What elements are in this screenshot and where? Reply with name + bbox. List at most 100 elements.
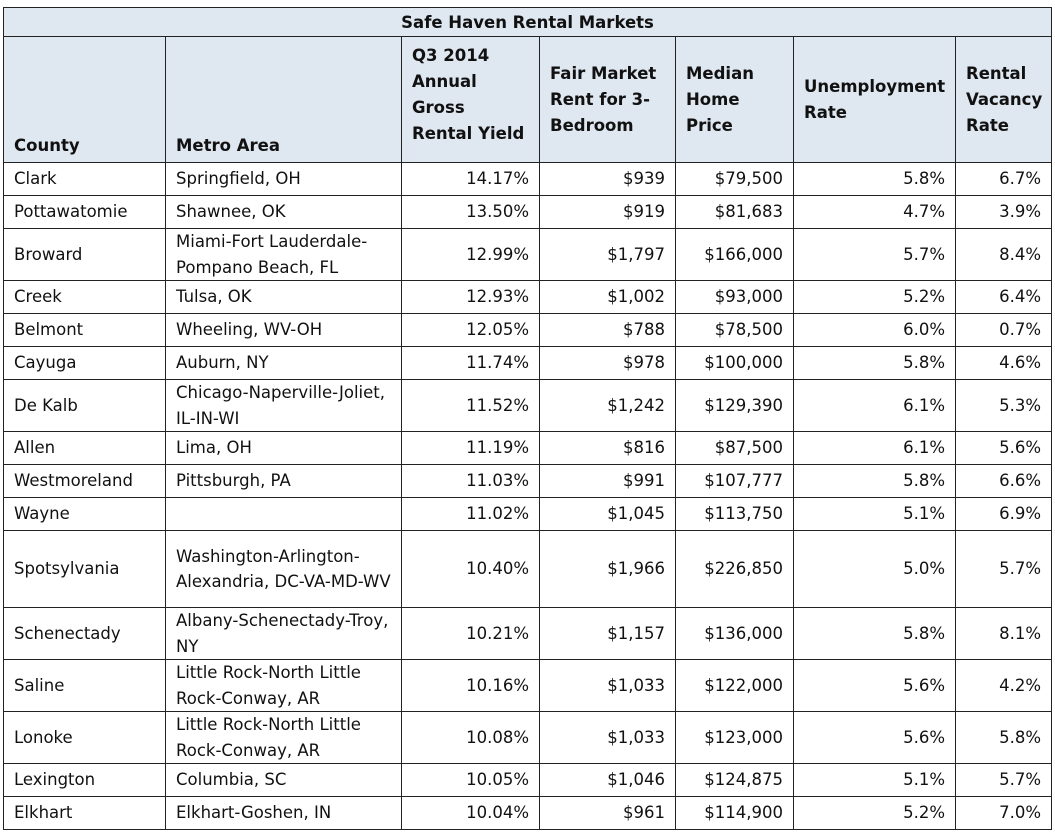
header-rental-yield: Q3 2014 Annual Gross Rental Yield (401, 36, 540, 163)
cell-county: Saline (3, 659, 166, 712)
cell-fair-market-rent: $991 (539, 464, 676, 498)
cell-county: Creek (3, 280, 166, 314)
cell-metro-area: Albany-Schenectady-Troy, NY (165, 607, 402, 660)
table-row: Spotsylvania Washington-Arlington-Alexand… (3, 530, 1053, 608)
table-row: Belmont Wheeling, WV-OH 12.05% $788 $78,500 6… (3, 313, 1053, 347)
cell-unemployment-rate: 5.6% (793, 711, 956, 764)
cell-rental-yield: 10.40% (401, 530, 540, 608)
cell-county: Westmoreland (3, 464, 166, 498)
table-row: Wayne 11.02% $1,045 $113,750 5.1% 6.9% (3, 497, 1053, 531)
cell-rental-vacancy-rate: 6.9% (954, 497, 1053, 531)
cell-unemployment-rate: 5.8% (793, 607, 956, 660)
cell-unemployment-rate: 6.1% (793, 379, 956, 432)
cell-fair-market-rent: $919 (539, 195, 676, 229)
header-row: County Metro Area Q3 2014 Annual Gross R… (3, 36, 1053, 163)
table-body: Clark Springfield, OH 14.17% $939 $79,500 5.8… (3, 162, 1053, 830)
cell-county: Pottawatomie (3, 195, 166, 229)
cell-fair-market-rent: $1,966 (539, 530, 676, 608)
cell-rental-vacancy-rate: 5.7% (954, 530, 1053, 608)
table-title: Safe Haven Rental Markets (2, 7, 1053, 37)
cell-county: Belmont (3, 313, 166, 347)
cell-fair-market-rent: $1,157 (539, 607, 676, 660)
cell-rental-vacancy-rate: 5.7% (954, 763, 1053, 797)
table-container: Safe Haven Rental Markets County Metro A… (2, 7, 1053, 830)
cell-fair-market-rent: $1,033 (539, 711, 676, 764)
cell-metro-area: Elkhart-Goshen, IN (165, 796, 402, 830)
cell-rental-vacancy-rate: 8.4% (954, 228, 1053, 281)
table-row: Saline Little Rock-North Little Rock-Conw… (3, 659, 1053, 712)
cell-rental-vacancy-rate: 6.4% (954, 280, 1053, 314)
cell-rental-yield: 10.16% (401, 659, 540, 712)
cell-unemployment-rate: 5.8% (793, 162, 956, 196)
cell-rental-vacancy-rate: 6.6% (954, 464, 1053, 498)
cell-unemployment-rate: 6.1% (793, 431, 956, 465)
cell-median-home-price: $87,500 (675, 431, 794, 465)
cell-rental-vacancy-rate: 5.8% (954, 711, 1053, 764)
cell-fair-market-rent: $788 (539, 313, 676, 347)
cell-metro-area: Little Rock-North Little Rock-Conway, AR (165, 711, 402, 764)
cell-county: Allen (3, 431, 166, 465)
cell-unemployment-rate: 5.1% (793, 763, 956, 797)
cell-metro-area: Miami-Fort Lauderdale-Pompano Beach, FL (165, 228, 402, 281)
cell-median-home-price: $123,000 (675, 711, 794, 764)
cell-rental-vacancy-rate: 3.9% (954, 195, 1053, 229)
table-row: Clark Springfield, OH 14.17% $939 $79,500 5.8… (3, 162, 1053, 196)
table-row: Westmoreland Pittsburgh, PA 11.03% $991 $107… (3, 464, 1053, 498)
cell-fair-market-rent: $1,002 (539, 280, 676, 314)
cell-median-home-price: $136,000 (675, 607, 794, 660)
cell-median-home-price: $79,500 (675, 162, 794, 196)
cell-median-home-price: $78,500 (675, 313, 794, 347)
cell-county: Lexington (3, 763, 166, 797)
cell-rental-vacancy-rate: 6.7% (954, 162, 1053, 196)
table-row: Pottawatomie Shawnee, OK 13.50% $919 $81,683… (3, 195, 1053, 229)
header-median-home-price: Median Home Price (675, 36, 794, 163)
cell-rental-yield: 13.50% (401, 195, 540, 229)
cell-fair-market-rent: $1,033 (539, 659, 676, 712)
cell-median-home-price: $107,777 (675, 464, 794, 498)
cell-median-home-price: $124,875 (675, 763, 794, 797)
cell-metro-area (165, 497, 402, 531)
cell-unemployment-rate: 5.8% (793, 464, 956, 498)
cell-rental-vacancy-rate: 5.6% (954, 431, 1053, 465)
cell-unemployment-rate: 5.2% (793, 280, 956, 314)
table-row: Broward Miami-Fort Lauderdale-Pompano Bea… (3, 228, 1053, 281)
header-county: County (3, 36, 166, 163)
cell-unemployment-rate: 5.8% (793, 346, 956, 380)
cell-unemployment-rate: 5.6% (793, 659, 956, 712)
cell-unemployment-rate: 4.7% (793, 195, 956, 229)
cell-metro-area: Chicago-Naperville-Joliet, IL-IN-WI (165, 379, 402, 432)
safe-haven-table: Safe Haven Rental Markets County Metro A… (2, 7, 1053, 830)
header-fair-market-rent: Fair Market Rent for 3-Bedroom (539, 36, 676, 163)
cell-median-home-price: $166,000 (675, 228, 794, 281)
header-unemployment-rate: Unemployment Rate (793, 36, 956, 163)
cell-unemployment-rate: 5.2% (793, 796, 956, 830)
cell-fair-market-rent: $1,045 (539, 497, 676, 531)
cell-metro-area: Wheeling, WV-OH (165, 313, 402, 347)
cell-rental-vacancy-rate: 0.7% (954, 313, 1053, 347)
cell-rental-yield: 11.52% (401, 379, 540, 432)
cell-fair-market-rent: $961 (539, 796, 676, 830)
cell-metro-area: Washington-Arlington-Alexandria, DC-VA-M… (165, 530, 402, 608)
cell-unemployment-rate: 6.0% (793, 313, 956, 347)
table-row: Creek Tulsa, OK 12.93% $1,002 $93,000 5.2% 6.4… (3, 280, 1053, 314)
cell-rental-yield: 12.99% (401, 228, 540, 281)
cell-county: Schenectady (3, 607, 166, 660)
cell-rental-vacancy-rate: 4.6% (954, 346, 1053, 380)
cell-rental-yield: 14.17% (401, 162, 540, 196)
cell-rental-yield: 12.93% (401, 280, 540, 314)
cell-rental-yield: 11.74% (401, 346, 540, 380)
cell-county: Clark (3, 162, 166, 196)
cell-fair-market-rent: $1,242 (539, 379, 676, 432)
cell-county: Spotsylvania (3, 530, 166, 608)
header-rental-vacancy-rate: Rental Vacancy Rate (954, 36, 1053, 163)
cell-fair-market-rent: $816 (539, 431, 676, 465)
cell-county: Cayuga (3, 346, 166, 380)
cell-median-home-price: $100,000 (675, 346, 794, 380)
cell-fair-market-rent: $1,046 (539, 763, 676, 797)
cell-median-home-price: $122,000 (675, 659, 794, 712)
cell-county: Wayne (3, 497, 166, 531)
cell-county: Elkhart (3, 796, 166, 830)
table-row: Lonoke Little Rock-North Little Rock-Conw… (3, 711, 1053, 764)
cell-rental-yield: 11.19% (401, 431, 540, 465)
cell-metro-area: Lima, OH (165, 431, 402, 465)
